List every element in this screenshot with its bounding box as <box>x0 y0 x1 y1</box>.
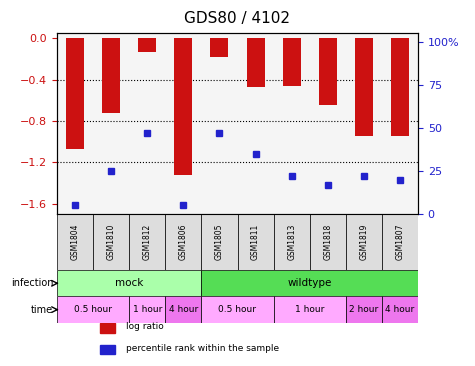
Text: mock: mock <box>115 278 143 288</box>
FancyBboxPatch shape <box>238 214 274 270</box>
Text: 4 hour: 4 hour <box>169 305 198 314</box>
Text: GDS80 / 4102: GDS80 / 4102 <box>184 11 291 26</box>
Text: GSM1812: GSM1812 <box>143 224 152 260</box>
Text: GSM1810: GSM1810 <box>107 224 115 260</box>
FancyBboxPatch shape <box>310 214 346 270</box>
Bar <box>102 38 120 113</box>
Text: 0.5 hour: 0.5 hour <box>74 305 112 314</box>
Bar <box>355 38 373 137</box>
Text: GSM1819: GSM1819 <box>360 224 368 260</box>
Text: GSM1807: GSM1807 <box>396 224 404 260</box>
FancyBboxPatch shape <box>382 296 418 323</box>
FancyBboxPatch shape <box>346 296 382 323</box>
Text: 1 hour: 1 hour <box>295 305 324 314</box>
Text: GSM1804: GSM1804 <box>71 224 79 260</box>
Text: GSM1806: GSM1806 <box>179 224 188 260</box>
FancyBboxPatch shape <box>201 214 238 270</box>
FancyBboxPatch shape <box>129 214 165 270</box>
FancyBboxPatch shape <box>93 214 129 270</box>
Bar <box>100 344 115 354</box>
Text: GSM1805: GSM1805 <box>215 224 224 260</box>
Text: wildtype: wildtype <box>287 278 332 288</box>
FancyBboxPatch shape <box>165 296 201 323</box>
Text: 0.5 hour: 0.5 hour <box>218 305 256 314</box>
FancyBboxPatch shape <box>274 296 346 323</box>
Text: log ratio: log ratio <box>125 322 163 331</box>
Text: 2 hour: 2 hour <box>349 305 379 314</box>
Bar <box>319 38 337 105</box>
Bar <box>66 38 84 149</box>
Text: GSM1818: GSM1818 <box>323 224 332 260</box>
Bar <box>391 38 409 137</box>
Bar <box>210 38 228 57</box>
FancyBboxPatch shape <box>57 214 93 270</box>
Bar <box>283 38 301 86</box>
Text: GSM1811: GSM1811 <box>251 224 260 260</box>
Bar <box>247 38 265 87</box>
FancyBboxPatch shape <box>201 270 418 296</box>
Text: 1 hour: 1 hour <box>133 305 162 314</box>
FancyBboxPatch shape <box>165 214 201 270</box>
FancyBboxPatch shape <box>382 214 418 270</box>
FancyBboxPatch shape <box>129 296 165 323</box>
Text: time: time <box>31 305 53 315</box>
FancyBboxPatch shape <box>201 296 274 323</box>
FancyBboxPatch shape <box>57 296 129 323</box>
Text: infection: infection <box>11 278 53 288</box>
Bar <box>174 38 192 175</box>
FancyBboxPatch shape <box>274 214 310 270</box>
Text: 4 hour: 4 hour <box>385 305 415 314</box>
FancyBboxPatch shape <box>57 270 201 296</box>
FancyBboxPatch shape <box>346 214 382 270</box>
Bar <box>100 323 115 333</box>
Text: GSM1813: GSM1813 <box>287 224 296 260</box>
Text: percentile rank within the sample: percentile rank within the sample <box>125 344 279 353</box>
Bar <box>138 38 156 52</box>
